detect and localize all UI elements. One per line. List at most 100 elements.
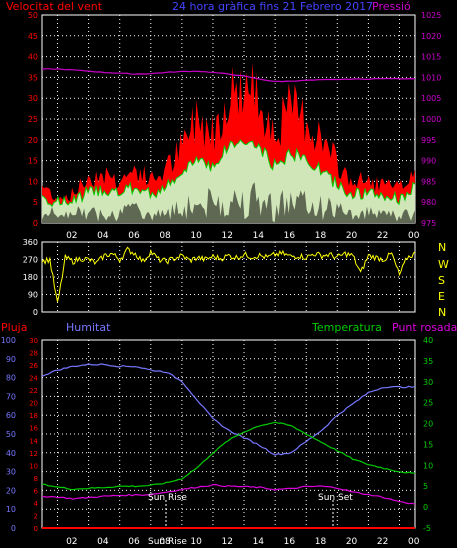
x-tick-label: 00 — [408, 537, 420, 544]
y2-tick-label: 1000 — [421, 115, 441, 124]
y-tick-label: 30 — [28, 94, 38, 103]
rain-tick-label: 10 — [29, 462, 38, 470]
temp-tick-label: 35 — [423, 357, 433, 366]
series-wind-direction — [41, 246, 416, 302]
x-tick-label: 02 — [66, 537, 77, 544]
direction-panel: 0 90 180 270 360 — [23, 238, 416, 317]
x-tick-label: 12 — [222, 231, 233, 241]
humidity-tick-label: 0 — [11, 524, 16, 533]
compass-w: W — [438, 258, 449, 271]
temp-tick-label: 25 — [423, 399, 433, 408]
y-tick-label: 35 — [28, 73, 38, 82]
temp-tick-label: 5 — [423, 482, 428, 491]
humidity-label: Humitat — [66, 321, 111, 334]
temp-tick-label: 10 — [423, 461, 433, 470]
x-tick-label: 00 — [408, 231, 420, 241]
x-tick-label: 22 — [377, 231, 388, 241]
rain-tick-label: 30 — [29, 337, 38, 345]
x-tick-label: 14 — [253, 231, 265, 241]
x-tick-label: 18 — [315, 231, 327, 241]
series-dewpoint — [41, 484, 416, 505]
temp-tick-label: 0 — [423, 503, 428, 512]
y2-tick-label: 995 — [421, 136, 436, 145]
rain-tick-label: 8 — [34, 475, 38, 483]
x-tick-label: 18 — [315, 537, 327, 544]
climate-panel-frame — [41, 339, 416, 529]
temp-tick-label: -5 — [423, 524, 431, 533]
y2-tick-label: 990 — [421, 157, 436, 166]
compass-e: E — [438, 290, 445, 303]
humidity-tick-label: 100 — [1, 336, 16, 345]
x-tick-label: 08 — [159, 231, 171, 241]
climate-panel: 0102030405060708090100024681012141618202… — [1, 336, 433, 547]
y2-tick-label: 1005 — [421, 94, 441, 103]
temp-tick-label: 20 — [423, 420, 433, 429]
y-tick-label: 180 — [23, 273, 38, 282]
x-tick-label: 10 — [190, 231, 202, 241]
rain-tick-label: 20 — [29, 400, 38, 408]
rain-tick-label: 0 — [34, 525, 38, 533]
y-tick-label: 90 — [28, 291, 38, 300]
rain-tick-label: 26 — [29, 362, 38, 370]
sunrise-axis-label: Sun Rise — [148, 537, 187, 544]
temp-tick-label: 30 — [423, 378, 433, 387]
series-pressure — [41, 68, 416, 83]
humidity-tick-label: 60 — [6, 411, 16, 420]
x-tick-label: 14 — [253, 537, 265, 544]
humidity-tick-label: 50 — [6, 430, 16, 439]
rain-tick-label: 4 — [34, 500, 39, 508]
y-tick-label: 270 — [23, 256, 38, 265]
x-tick-label: 12 — [222, 537, 233, 544]
rain-tick-label: 22 — [29, 387, 38, 395]
y2-tick-label: 1020 — [421, 32, 441, 41]
compass-n-top: N — [438, 241, 446, 254]
y-tick-label: 25 — [28, 115, 38, 124]
rain-tick-label: 18 — [29, 412, 38, 420]
rain-tick-label: 28 — [29, 350, 38, 358]
temp-tick-label: 15 — [423, 440, 433, 449]
y2-tick-label: 975 — [421, 219, 436, 228]
y-tick-label: 50 — [28, 11, 38, 20]
y2-tick-label: 1015 — [421, 53, 441, 62]
humidity-tick-label: 80 — [6, 374, 16, 383]
sunset-label: Sun Set — [318, 493, 353, 503]
y-tick-label: 5 — [33, 198, 38, 207]
y-tick-label: 20 — [28, 136, 38, 145]
humidity-tick-label: 40 — [6, 449, 16, 458]
y-tick-label: 0 — [33, 308, 38, 317]
y2-tick-label: 985 — [421, 177, 436, 186]
x-tick-label: 16 — [284, 231, 296, 241]
series-wind-area — [42, 139, 415, 223]
y-tick-label: 15 — [28, 157, 38, 166]
humidity-tick-label: 30 — [6, 468, 16, 477]
series-humidity — [41, 363, 416, 456]
humidity-tick-label: 70 — [6, 392, 16, 401]
wind-panel: 0510152025303540455097598098599099510001… — [28, 11, 442, 241]
y2-tick-label: 1025 — [421, 11, 441, 20]
series-temperature — [41, 421, 416, 491]
dewpoint-label: Punt rosada — [392, 321, 457, 334]
sunrise-label: Sun Rise — [148, 493, 187, 503]
y-tick-label: 360 — [23, 238, 38, 247]
y-tick-label: 10 — [28, 177, 38, 186]
x-tick-label: 20 — [346, 231, 358, 241]
x-tick-label: 08 — [159, 537, 171, 544]
compass-n-bottom: N — [438, 306, 446, 319]
series-wind-low — [42, 182, 415, 223]
x-tick-label: 04 — [97, 231, 109, 241]
pressure-label: Pressió — [372, 0, 411, 13]
x-tick-label: 10 — [190, 537, 202, 544]
rain-tick-label: 12 — [29, 450, 38, 458]
compass-s: S — [438, 274, 445, 287]
temp-tick-label: 40 — [423, 336, 433, 345]
series-wind-average — [41, 139, 416, 208]
humidity-tick-label: 20 — [6, 486, 16, 495]
y-tick-label: 45 — [28, 32, 38, 41]
rain-tick-label: 24 — [29, 375, 38, 383]
chart-title: 24 hora gràfica fins 21 Febrero 2017 — [172, 0, 373, 13]
humidity-tick-label: 10 — [6, 505, 16, 514]
x-tick-label: 20 — [346, 537, 358, 544]
rain-tick-label: 2 — [34, 512, 38, 520]
y2-tick-label: 980 — [421, 198, 436, 207]
